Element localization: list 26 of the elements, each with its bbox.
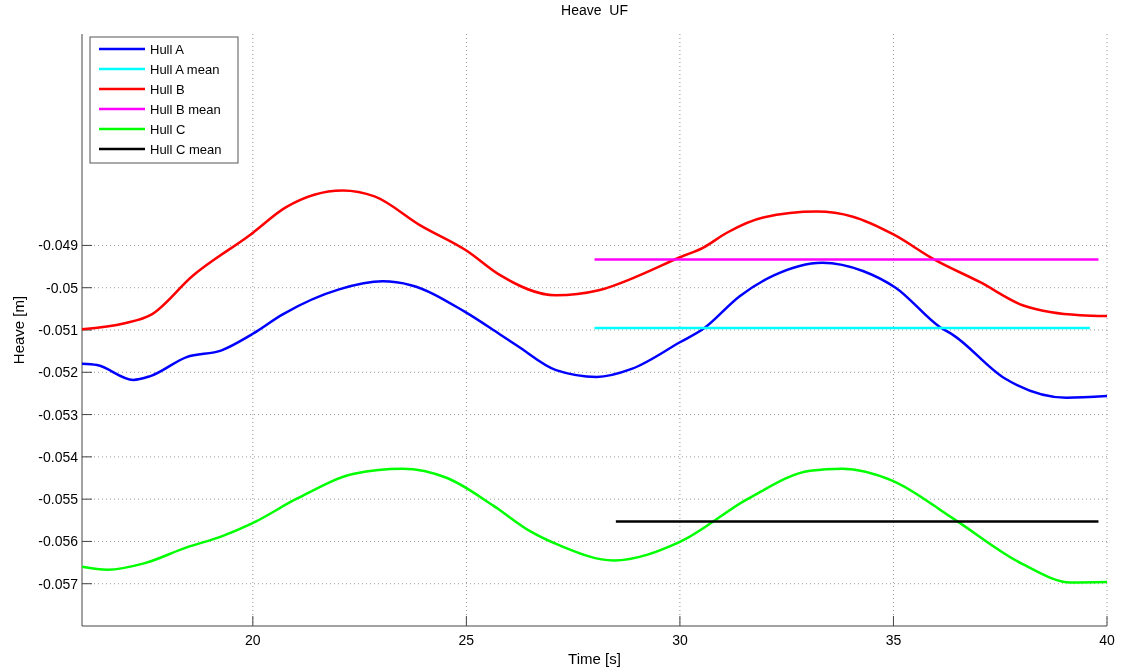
x-tick-label: 30 bbox=[672, 632, 688, 648]
legend-label: Hull B bbox=[150, 82, 185, 97]
legend-label: Hull C bbox=[150, 122, 186, 137]
y-tick-label: -0.053 bbox=[38, 406, 79, 423]
y-tick-label: -0.054 bbox=[38, 448, 79, 465]
line-series bbox=[80, 189, 1109, 331]
x-tick-label: 40 bbox=[1099, 632, 1115, 648]
y-tick-label: -0.055 bbox=[38, 491, 79, 508]
legend-label: Hull A bbox=[150, 42, 185, 57]
x-tick-label: 20 bbox=[245, 632, 261, 648]
y-tick-label: -0.056 bbox=[38, 533, 79, 550]
legend-label: Hull A mean bbox=[150, 62, 220, 77]
legend-label: Hull B mean bbox=[150, 102, 221, 117]
x-tick-label: 25 bbox=[458, 632, 475, 648]
y-tick-label: -0.057 bbox=[38, 575, 79, 592]
chart-title: Heave UF bbox=[561, 2, 628, 18]
line-series bbox=[80, 261, 1109, 399]
legend-label: Hull C mean bbox=[150, 142, 222, 157]
y-tick-label: -0.051 bbox=[38, 322, 79, 338]
line-series bbox=[80, 467, 1109, 584]
y-tick-label: -0.052 bbox=[38, 364, 79, 381]
x-axis-title: Time [s] bbox=[568, 650, 621, 667]
x-tick-label: 35 bbox=[885, 632, 902, 648]
y-tick-label: -0.049 bbox=[38, 237, 79, 254]
y-axis-title: Heave [m] bbox=[10, 295, 27, 365]
y-tick-label: -0.05 bbox=[46, 279, 79, 296]
